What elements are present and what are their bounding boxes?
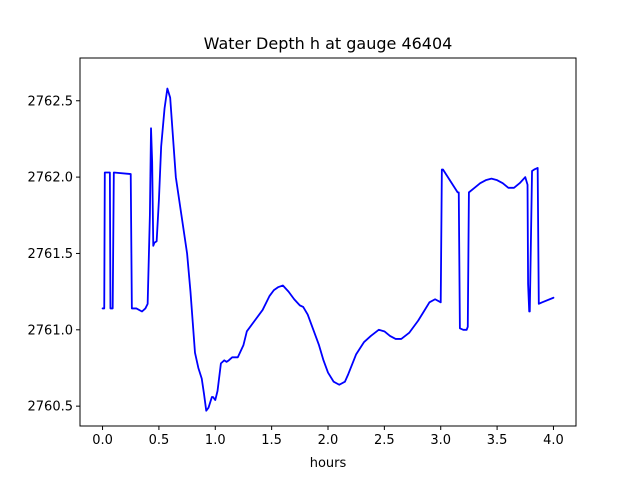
series-line-0 [101,87,555,412]
x-tick-label: 1.5 [261,433,282,448]
y-tick-label: 2760.5 [28,400,74,415]
x-tick-label: 2.0 [318,433,339,448]
x-tick-label: 1.0 [205,433,226,448]
y-tick-label: 2761.5 [28,247,74,262]
y-tick-label: 2762.5 [28,94,74,109]
y-tick-label: 2762.0 [28,171,74,186]
x-tick-label: 4.0 [543,433,564,448]
x-tick-label: 2.5 [374,433,395,448]
x-tick-label: 0.0 [92,433,113,448]
x-tick-label: 3.5 [487,433,508,448]
x-tick-label: 3.0 [430,433,451,448]
x-axis-label: hours [310,456,347,471]
plot-area: 0.0 0.5 1.0 1.5 2.0 2.5 3.0 3.5 4.0 2760.5 2761.0 2… [28,57,577,448]
x-tick-label: 0.5 [149,433,170,448]
chart-title: Water Depth h at gauge 46404 [204,34,453,53]
y-tick-label: 2761.0 [28,323,74,338]
